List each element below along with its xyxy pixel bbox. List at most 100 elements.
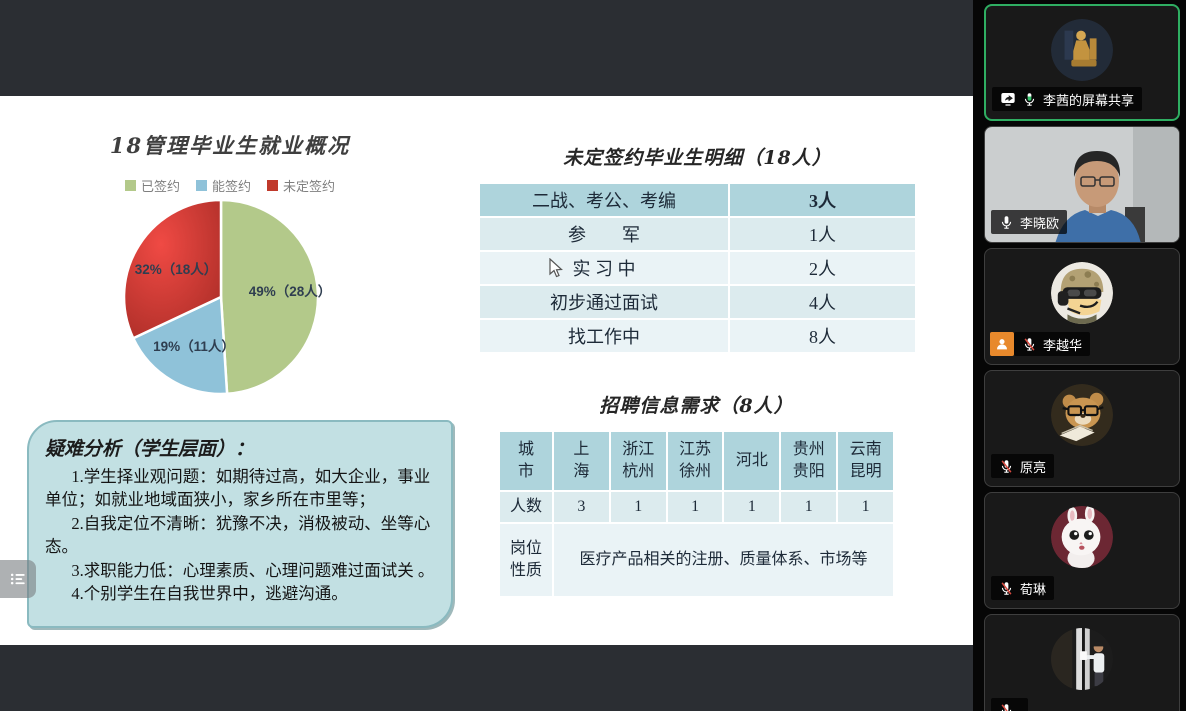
mic-on-icon [999, 215, 1014, 230]
analysis-item: 2.自我定位不清晰：犹豫不决，消极被动、坐等心态。 [45, 513, 431, 557]
participant-name-chip: 原亮 [991, 454, 1055, 478]
header-cell: 城 市 [500, 432, 552, 490]
row-value: 8人 [729, 320, 915, 352]
table-row: 二战、考公、考编 3人 [480, 184, 915, 216]
participants-sidebar: 李茜的屏幕共享 [973, 0, 1186, 711]
table-job-row: 岗位 性质 医疗产品相关的注册、质量体系、市场等 [500, 524, 893, 596]
pie-data-label-signed: 49%（28人） [248, 284, 332, 299]
pie-slice-undecided [122, 198, 223, 340]
avatar [1051, 384, 1113, 446]
header-cell: 贵州 贵阳 [781, 432, 837, 490]
table-row: 找工作中 8人 [480, 320, 915, 352]
pie-data-label-can-sign: 19%（11人） [153, 339, 235, 354]
mic-active-icon [1022, 92, 1037, 107]
participant-name-chip [991, 698, 1028, 711]
count-cell: 3 [554, 492, 609, 522]
list-icon [8, 569, 28, 589]
participant-name: 荀琳 [1020, 581, 1047, 597]
analysis-title: 疑难分析（学生层面）： [45, 438, 255, 460]
presentation-slide: 18管理毕业生就业概况 已签约 能签约 未定签约 [0, 96, 973, 645]
participant-tile[interactable]: 原亮 [984, 370, 1180, 487]
avatar [1051, 262, 1113, 324]
row-value: 4人 [729, 286, 915, 318]
row-value: 2人 [729, 252, 915, 284]
count-cell: 1 [838, 492, 893, 522]
avatar [1051, 628, 1113, 690]
pie-svg [122, 198, 320, 396]
undecided-detail-table: 二战、考公、考编 3人 参 军 1人 实 习 中 2人 初步通过面试 4人 找工… [480, 184, 915, 354]
table-counts-row: 人数 3 1 1 1 1 1 [500, 492, 893, 522]
table-row: 参 军 1人 [480, 218, 915, 250]
mic-muted-icon [999, 581, 1014, 596]
participant-tile[interactable]: 李晓欧 [984, 126, 1180, 243]
participant-tile[interactable] [984, 614, 1180, 711]
count-cell: 1 [724, 492, 780, 522]
participant-name: 李晓欧 [1020, 215, 1060, 231]
screen-share-icon [1000, 91, 1016, 107]
participant-name-chip: 李越华 [1014, 332, 1091, 356]
employment-pie-chart [111, 187, 331, 407]
detail-table-title: 未定签约毕业生明细（18人） [563, 147, 832, 169]
participant-name: 李茜的屏幕共享 [1043, 92, 1135, 108]
header-cell: 河北 [724, 432, 780, 490]
row-label: 实 习 中 [480, 252, 728, 284]
counts-label: 人数 [500, 492, 552, 522]
participant-name-chip: 李茜的屏幕共享 [992, 87, 1143, 111]
table-header-row: 城 市 上 海 浙江 杭州 江苏 徐州 河北 贵州 贵阳 云南 昆明 [500, 432, 893, 490]
mic-muted-icon [999, 703, 1014, 711]
row-label: 二战、考公、考编 [480, 184, 728, 216]
pie-slice-can-sign [132, 295, 229, 396]
pie-slice-signed [219, 198, 320, 396]
legend-item-can-sign: 能签约 [195, 176, 251, 195]
header-cell: 上 海 [554, 432, 609, 490]
count-cell: 1 [667, 492, 723, 522]
legend-label: 未定签约 [283, 179, 336, 194]
legend-label: 能签约 [211, 179, 251, 194]
pie-data-label-undecided: 32%（18人） [134, 262, 218, 277]
analysis-item: 4.个别学生在自我世界中，逃避沟通。 [71, 584, 348, 604]
row-label: 找工作中 [480, 320, 728, 352]
pie-legend: 已签约 能签约 未定签约 [70, 176, 390, 195]
participant-tile-sharer[interactable]: 李茜的屏幕共享 [984, 4, 1180, 121]
legend-swatch-red [267, 180, 278, 191]
table-row: 初步通过面试 4人 [480, 286, 915, 318]
participant-tile[interactable]: 荀琳 [984, 492, 1180, 609]
legend-item-undecided: 未定签约 [267, 176, 335, 195]
participant-tile[interactable]: 李越华 [984, 248, 1180, 365]
analysis-callout-box: 疑难分析（学生层面）： 1.学生择业观问题：如期待过高，如大企业，事业单位；如就… [27, 420, 453, 628]
person-icon [994, 336, 1010, 352]
header-cell: 浙江 杭州 [610, 432, 666, 490]
row-value: 3人 [729, 184, 915, 216]
analysis-item: 1.学生择业观问题：如期待过高，如大企业，事业单位；如就业地域面狭小，家乡所在市… [45, 467, 431, 510]
job-value: 医疗产品相关的注册、质量体系、市场等 [554, 524, 893, 596]
participant-name-chip: 李晓欧 [991, 210, 1068, 234]
analysis-item: 3.求职能力低：心理素质、心理问题难过面试关 。 [71, 560, 435, 580]
legend-item-signed: 已签约 [124, 176, 180, 195]
screen-share-stage: 18管理毕业生就业概况 已签约 能签约 未定签约 [0, 96, 973, 645]
legend-label: 已签约 [140, 179, 180, 194]
row-label: 参 军 [480, 218, 728, 250]
profile-badge [990, 332, 1014, 356]
sidebar-list-toggle-button[interactable] [0, 560, 36, 598]
legend-swatch-green [124, 180, 136, 191]
row-label: 初步通过面试 [480, 286, 728, 318]
avatar [1051, 19, 1113, 81]
job-label: 岗位 性质 [500, 524, 552, 596]
mic-muted-icon [999, 459, 1014, 474]
recruit-table-title: 招聘信息需求（8人） [599, 395, 794, 417]
legend-swatch-blue [195, 180, 207, 191]
participant-name: 李越华 [1043, 337, 1083, 353]
mic-muted-icon [1022, 337, 1037, 352]
count-cell: 1 [781, 492, 837, 522]
header-cell: 云南 昆明 [838, 432, 893, 490]
table-row: 实 习 中 2人 [480, 252, 915, 284]
avatar [1051, 506, 1113, 568]
participant-name-chip: 荀琳 [991, 576, 1055, 600]
recruit-info-table: 城 市 上 海 浙江 杭州 江苏 徐州 河北 贵州 贵阳 云南 昆明 人数 3 … [500, 432, 893, 596]
header-cell: 江苏 徐州 [667, 432, 723, 490]
row-value: 1人 [729, 218, 915, 250]
pie-chart-title: 18管理毕业生就业概况 [109, 133, 351, 158]
count-cell: 1 [610, 492, 666, 522]
participant-name: 原亮 [1020, 459, 1047, 475]
